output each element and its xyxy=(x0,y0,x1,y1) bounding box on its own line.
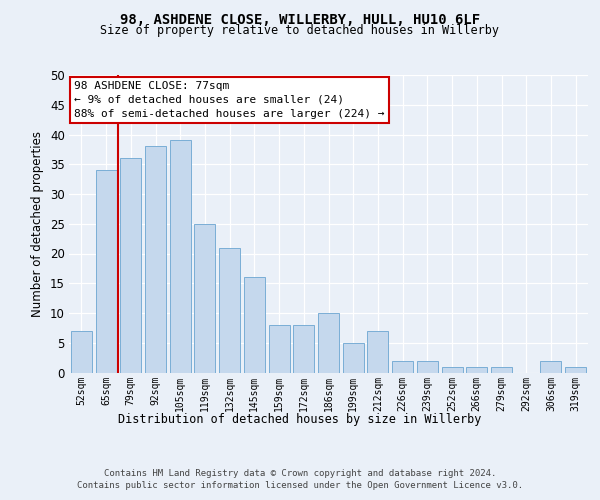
Bar xyxy=(343,343,364,372)
Bar xyxy=(318,313,339,372)
Bar xyxy=(367,331,388,372)
Bar xyxy=(120,158,141,372)
Bar xyxy=(293,325,314,372)
Bar xyxy=(71,331,92,372)
Text: Distribution of detached houses by size in Willerby: Distribution of detached houses by size … xyxy=(118,412,482,426)
Bar xyxy=(541,360,562,372)
Y-axis label: Number of detached properties: Number of detached properties xyxy=(31,130,44,317)
Text: Contains public sector information licensed under the Open Government Licence v3: Contains public sector information licen… xyxy=(77,481,523,490)
Bar xyxy=(95,170,116,372)
Bar xyxy=(392,360,413,372)
Bar xyxy=(145,146,166,372)
Text: Contains HM Land Registry data © Crown copyright and database right 2024.: Contains HM Land Registry data © Crown c… xyxy=(104,469,496,478)
Text: 98, ASHDENE CLOSE, WILLERBY, HULL, HU10 6LF: 98, ASHDENE CLOSE, WILLERBY, HULL, HU10 … xyxy=(120,12,480,26)
Text: 98 ASHDENE CLOSE: 77sqm
← 9% of detached houses are smaller (24)
88% of semi-det: 98 ASHDENE CLOSE: 77sqm ← 9% of detached… xyxy=(74,81,385,119)
Bar xyxy=(466,366,487,372)
Bar xyxy=(491,366,512,372)
Bar xyxy=(219,248,240,372)
Bar xyxy=(565,366,586,372)
Text: Size of property relative to detached houses in Willerby: Size of property relative to detached ho… xyxy=(101,24,499,37)
Bar xyxy=(170,140,191,372)
Bar xyxy=(442,366,463,372)
Bar xyxy=(244,278,265,372)
Bar xyxy=(194,224,215,372)
Bar xyxy=(269,325,290,372)
Bar xyxy=(417,360,438,372)
